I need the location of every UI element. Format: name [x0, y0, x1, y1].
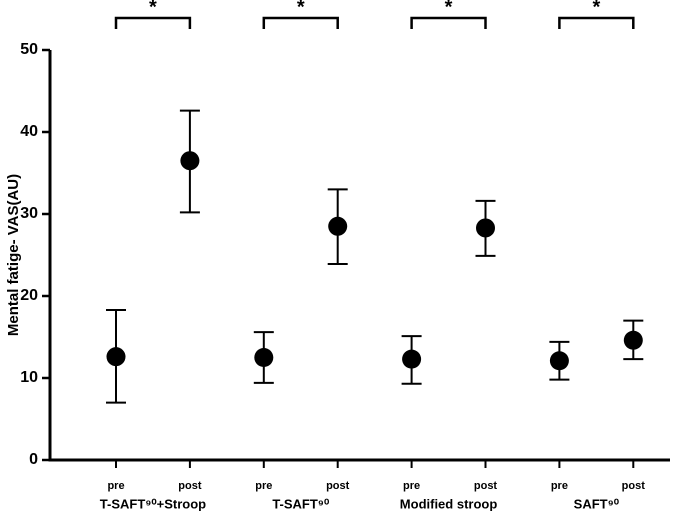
x-tick-label: pre: [255, 480, 272, 492]
y-axis-label: Mental fatige- VAS(AU): [5, 174, 22, 336]
significance-bracket: [262, 16, 339, 29]
point: [476, 218, 495, 238]
x-tick-label: pre: [403, 480, 420, 492]
x-tick-label: post: [178, 480, 202, 492]
significance-bracket: [558, 16, 635, 29]
group-label: T-SAFT⁹⁰: [272, 496, 330, 511]
x-tick-label: post: [622, 480, 646, 492]
significance-label: *: [592, 0, 600, 18]
x-tick-label: post: [326, 480, 350, 492]
group-label: T-SAFT⁹⁰+Stroop: [100, 496, 206, 511]
point: [623, 330, 643, 350]
significance-label: *: [149, 0, 157, 18]
point: [180, 151, 200, 171]
point: [549, 351, 569, 371]
significance-bracket: [410, 16, 487, 29]
y-tick-label: 0: [29, 451, 38, 468]
group-label: SAFT⁹⁰: [574, 496, 620, 511]
point: [402, 349, 422, 369]
y-tick-label: 10: [20, 369, 38, 386]
significance-bracket: [114, 16, 192, 29]
y-tick-label: 30: [20, 205, 38, 222]
point: [254, 348, 274, 367]
point: [328, 216, 348, 236]
x-tick-label: pre: [107, 480, 124, 492]
y-tick-label: 20: [20, 287, 38, 304]
x-tick-label: post: [474, 480, 498, 492]
significance-label: *: [445, 0, 453, 18]
y-tick-label: 40: [20, 123, 38, 140]
y-tick-label: 50: [20, 41, 38, 58]
group-label: Modified stroop: [400, 496, 498, 511]
x-tick-label: pre: [551, 480, 568, 492]
significance-label: *: [297, 0, 305, 18]
point: [106, 347, 126, 367]
